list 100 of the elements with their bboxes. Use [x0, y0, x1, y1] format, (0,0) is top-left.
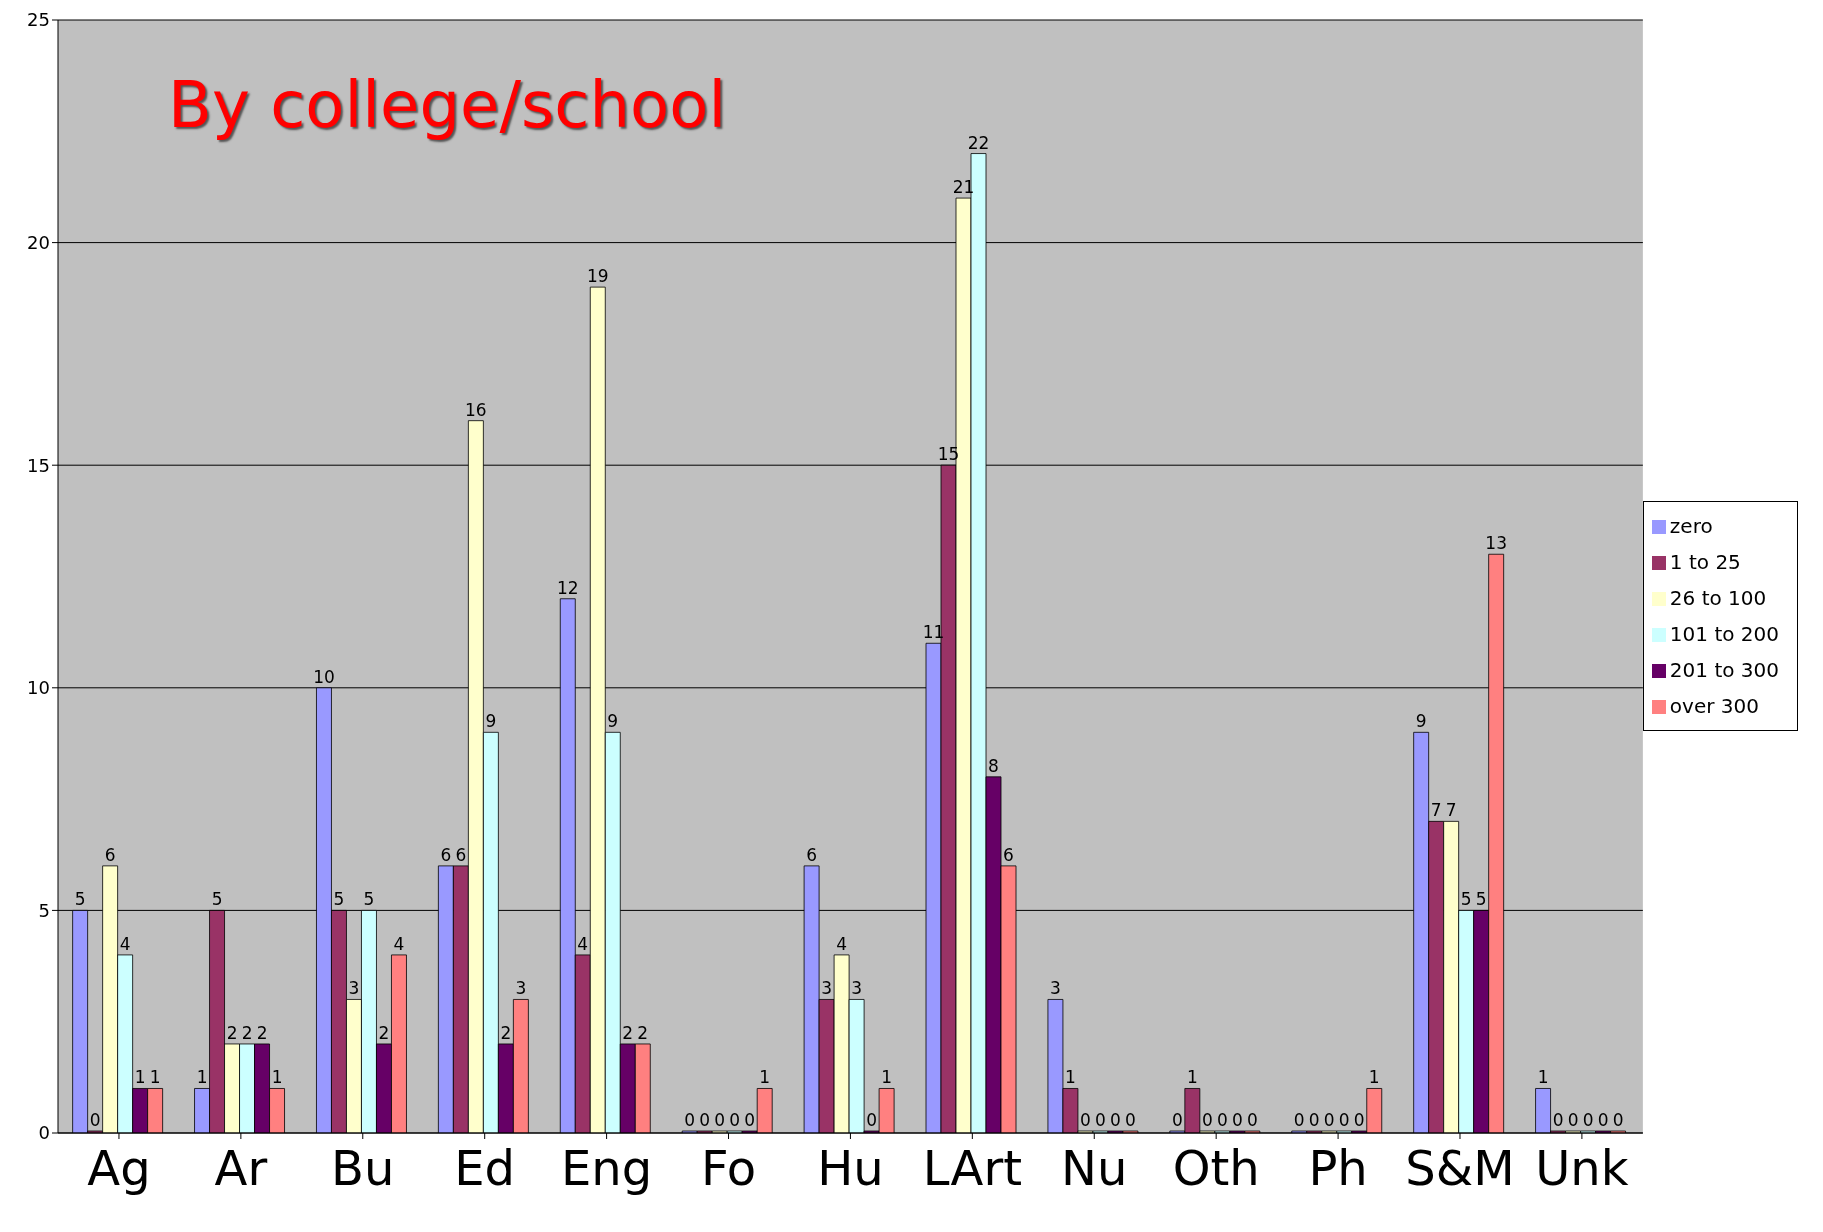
data-label: 0 [1231, 1110, 1243, 1130]
x-tick-label: Hu [817, 1140, 884, 1197]
legend-label: 201 to 300 [1669, 657, 1779, 682]
data-label: 0 [729, 1110, 741, 1130]
data-label: 2 [241, 1022, 253, 1043]
data-label: 5 [363, 889, 375, 910]
data-label: 0 [1246, 1110, 1258, 1130]
data-label: 5 [1475, 889, 1487, 910]
y-tick-label: 25 [27, 9, 50, 31]
data-label: 6 [455, 844, 467, 865]
x-tick-label: Unk [1535, 1140, 1629, 1197]
data-label: 4 [836, 933, 848, 954]
data-label: 1 [759, 1067, 771, 1088]
x-tick-label: Nu [1061, 1140, 1128, 1197]
data-label: 5 [1460, 889, 1472, 910]
data-label: 1 [271, 1067, 283, 1088]
data-label: 22 [967, 132, 990, 153]
data-label: 2 [378, 1022, 390, 1043]
x-tick-label: Fo [700, 1140, 757, 1197]
legend-label: over 300 [1669, 693, 1759, 718]
data-label: 0 [1612, 1110, 1624, 1130]
data-label: 0 [684, 1110, 696, 1130]
y-tick-label: 10 [27, 677, 50, 699]
data-label: 6 [806, 844, 818, 865]
data-label: 12 [556, 577, 579, 598]
y-tick-label: 0 [38, 1122, 50, 1144]
x-tick-label: S&M [1405, 1140, 1515, 1197]
data-label: 1 [196, 1067, 208, 1088]
data-label: 0 [1552, 1110, 1564, 1130]
data-label: 2 [500, 1022, 512, 1043]
data-label: 1 [1537, 1067, 1549, 1088]
data-label: 19 [586, 266, 609, 287]
data-label: 0 [1216, 1110, 1228, 1130]
data-label: 0 [1323, 1110, 1335, 1130]
data-label: 2 [256, 1022, 268, 1043]
data-label: 7 [1430, 800, 1442, 821]
legend-label: 101 to 200 [1669, 621, 1779, 646]
data-label: 9 [485, 711, 497, 732]
data-label: 0 [1582, 1110, 1594, 1130]
data-label: 1 [881, 1067, 893, 1088]
data-label: 6 [104, 844, 116, 865]
data-label: 7 [1445, 800, 1457, 821]
x-tick-label: LArt [922, 1140, 1022, 1197]
data-label: 3 [1050, 978, 1061, 999]
y-tick-label: 15 [27, 454, 50, 476]
y-tick-label: 20 [27, 231, 50, 253]
data-label: 9 [607, 711, 619, 732]
data-label: 13 [1485, 533, 1507, 554]
data-label: 0 [1293, 1110, 1305, 1130]
data-label: 4 [393, 933, 405, 954]
data-label: 10 [313, 666, 335, 687]
x-tick-label: Ag [87, 1140, 151, 1197]
data-label: 0 [1567, 1110, 1579, 1130]
data-label: 4 [119, 933, 131, 954]
data-label: 3 [851, 978, 863, 999]
legend-label: 26 to 100 [1669, 585, 1767, 610]
data-label: 2 [637, 1022, 649, 1043]
data-label: 0 [1338, 1110, 1350, 1130]
data-label: 1 [134, 1067, 146, 1088]
data-label: 0 [744, 1110, 756, 1130]
data-label: 0 [89, 1110, 101, 1130]
data-label: 0 [1353, 1110, 1365, 1130]
data-label: 5 [333, 889, 345, 910]
data-label: 0 [1171, 1110, 1183, 1130]
data-label: 21 [952, 177, 975, 198]
data-label: 0 [1110, 1110, 1121, 1130]
x-tick-label: Ph [1308, 1140, 1368, 1197]
data-label: 3 [515, 978, 527, 999]
data-label: 0 [1095, 1110, 1106, 1130]
data-label: 0 [1080, 1110, 1091, 1130]
data-label: 4 [577, 933, 589, 954]
data-label: 2 [622, 1022, 634, 1043]
x-tick-label: Bu [331, 1140, 395, 1197]
data-label: 1 [1368, 1067, 1380, 1088]
legend-label: 1 to 25 [1669, 549, 1741, 574]
data-label: 15 [937, 444, 960, 465]
legend-label: zero [1669, 513, 1713, 538]
data-label: 5 [74, 889, 86, 910]
data-label: 6 [1003, 844, 1014, 865]
data-label: 5 [211, 889, 223, 910]
data-label: 1 [1186, 1067, 1198, 1088]
data-label: 9 [1415, 711, 1427, 732]
data-label: 0 [1597, 1110, 1609, 1130]
data-label: 1 [149, 1067, 161, 1088]
data-label: 0 [714, 1110, 726, 1130]
data-label: 1 [1065, 1067, 1076, 1088]
data-label: 0 [699, 1110, 711, 1130]
data-label: 2 [226, 1022, 238, 1043]
y-tick-label: 5 [38, 899, 50, 921]
data-label: 0 [1201, 1110, 1213, 1130]
x-tick-label: Ed [454, 1140, 516, 1197]
data-label: 3 [348, 978, 360, 999]
data-label: 8 [988, 755, 999, 776]
data-label: 0 [866, 1110, 878, 1130]
data-label: 3 [821, 978, 833, 999]
x-tick-label: Ar [214, 1140, 268, 1197]
data-label: 6 [440, 844, 452, 865]
data-label: 16 [465, 399, 487, 420]
x-tick-label: Oth [1172, 1140, 1260, 1197]
text: By college/school [168, 68, 727, 142]
